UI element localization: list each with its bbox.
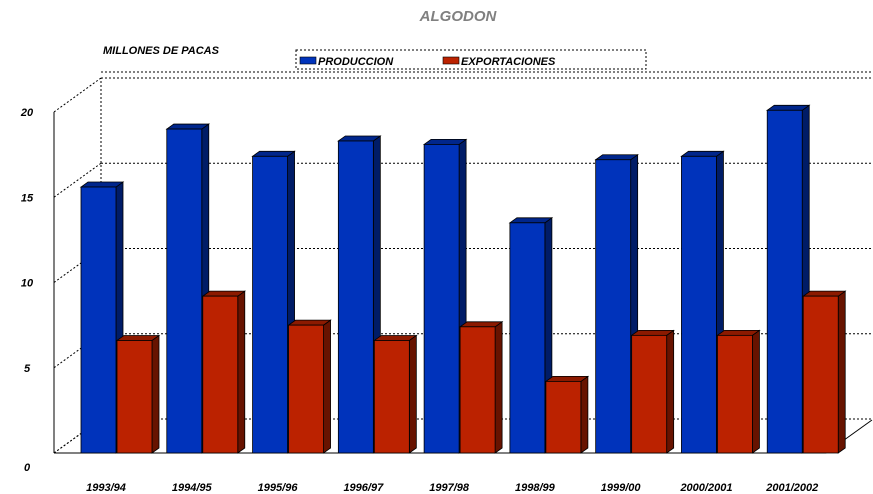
bar-exportaciones — [631, 334, 668, 454]
bar-exportaciones — [373, 340, 410, 454]
bar-produccion — [80, 186, 117, 454]
bar-exportaciones-side — [837, 290, 846, 454]
bar-produccion — [423, 143, 460, 454]
y-tick-label: 15 — [21, 192, 34, 204]
y-tick-label: 10 — [21, 278, 34, 290]
x-tick-label: 2000/2001 — [679, 482, 732, 494]
bar-exportaciones-top — [801, 290, 847, 297]
x-tick-label: 1998/99 — [515, 482, 556, 494]
x-tick-label: 1994/95 — [172, 482, 213, 494]
bar-exportaciones — [802, 295, 839, 454]
bar-produccion — [166, 128, 203, 454]
bar-exportaciones-side — [494, 321, 503, 454]
bar-produccion-top — [680, 150, 725, 157]
y-tick-label: 5 — [24, 363, 31, 375]
x-tick-label: 2001/2002 — [765, 482, 818, 494]
bar-exportaciones-top — [373, 335, 418, 341]
bar-exportaciones-top — [544, 375, 590, 382]
legend-swatch-exportaciones — [442, 56, 460, 65]
bar-produccion — [252, 155, 288, 454]
bar-exportaciones-top — [458, 321, 504, 328]
bar-produccion — [595, 159, 632, 454]
x-tick-label: 1995/96 — [258, 482, 299, 494]
bar-exportaciones — [717, 334, 753, 454]
legend-swatch-produccion — [299, 56, 317, 65]
bar-produccion-top — [422, 138, 468, 145]
bar-exportaciones-side — [151, 334, 160, 454]
bar-exportaciones-top — [716, 329, 761, 336]
legend: PRODUCCION EXPORTACIONES — [295, 49, 647, 70]
bar-exportaciones — [202, 295, 239, 454]
bar-produccion-top — [508, 217, 554, 224]
bar-exportaciones-side — [752, 329, 760, 454]
bar-exportaciones-side — [323, 319, 331, 454]
bar-produccion-top — [594, 154, 639, 161]
legend-label-exportaciones: EXPORTACIONES — [461, 56, 556, 68]
legend-label-produccion: PRODUCCION — [318, 56, 394, 68]
bar-exportaciones — [116, 340, 153, 454]
y-axis-label: MILLONES DE PACAS — [103, 45, 220, 57]
bar-exportaciones-top — [287, 319, 332, 326]
bar-produccion — [337, 140, 374, 454]
bar-exportaciones-top — [201, 290, 247, 297]
gridline-side — [53, 77, 102, 113]
bar-exportaciones-top — [630, 329, 675, 336]
bar-exportaciones — [288, 324, 324, 454]
bar-layer — [79, 104, 847, 454]
bar-produccion — [509, 222, 546, 454]
bar-produccion-top — [165, 123, 211, 130]
x-tick-label: 1996/97 — [343, 482, 384, 494]
bar-exportaciones-top — [115, 335, 161, 341]
x-tick-labels: 1993/94 1994/95 1995/96 1996/97 1997/98 … — [86, 482, 818, 494]
bar-produccion-top — [765, 104, 811, 111]
y-tick-label: 0 — [24, 462, 31, 474]
gridline-side — [53, 162, 102, 198]
chart-title: ALGODON — [419, 8, 498, 25]
x-tick-label: 1993/94 — [86, 482, 126, 494]
bar-exportaciones — [459, 326, 496, 454]
bar-exportaciones-side — [580, 375, 589, 454]
legend-box — [295, 49, 647, 70]
bar-exportaciones-side — [666, 329, 675, 454]
bar-exportaciones-side — [408, 334, 417, 454]
bar-produccion-top — [337, 135, 382, 142]
x-tick-label: 1999/00 — [601, 482, 642, 494]
bar-exportaciones — [545, 380, 582, 454]
y-tick-label: 20 — [20, 107, 34, 119]
bar-exportaciones-side — [237, 290, 246, 454]
bar-produccion — [681, 155, 717, 454]
bar-produccion — [766, 109, 803, 454]
y-tick-labels: 0 5 10 15 20 — [20, 107, 34, 474]
bar-produccion-top — [79, 181, 125, 188]
x-tick-label: 1997/98 — [429, 482, 470, 494]
bar-produccion-top — [251, 150, 296, 157]
